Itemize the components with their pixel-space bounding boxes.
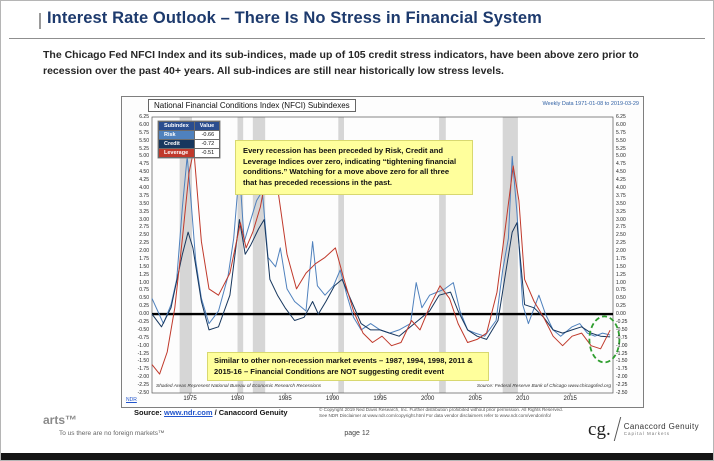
legend-series-value: -0.51 (193, 148, 221, 158)
source-suffix: / Canaccord Genuity (212, 408, 288, 417)
legend-series-name: Risk (158, 130, 195, 140)
page-number: page 12 (344, 430, 370, 437)
title-accent-bar (39, 13, 41, 29)
current-values-circle (588, 315, 621, 364)
bottom-bar (1, 453, 713, 460)
chart-title: National Financial Conditions Index (NFC… (148, 99, 356, 112)
copyright-line-1: © Copyright 2019 Ned Davis Research, Inc… (319, 407, 563, 412)
logo-company-name: Canaccord Genuity (623, 422, 699, 431)
slide-title: Interest Rate Outlook – There Is No Stre… (47, 9, 542, 27)
canaccord-genuity-logo: cg. Canaccord Genuity Capital Markets (588, 417, 699, 441)
legend-row-credit: Credit -0.72 (158, 139, 221, 149)
legend-series-value: -0.72 (193, 139, 221, 149)
legend-row-leverage: Leverage -0.51 (158, 148, 221, 158)
chart-plot-area (151, 116, 621, 396)
non-recession-events-callout: Similar to other non-recession market ev… (207, 352, 489, 382)
nfci-chart: National Financial Conditions Index (NFC… (121, 96, 644, 408)
recession-shading-note: Shaded Areas Represent National Bureau o… (156, 384, 322, 389)
legend-row-risk: Risk -0.66 (158, 130, 221, 140)
watermark-fragment: arts™ (43, 413, 78, 427)
source-line: Source: www.ndr.com / Canaccord Genuity (134, 408, 288, 417)
footer-tagline: To us there are no foreign markets™ (59, 430, 165, 437)
logo-cg-text: cg. (588, 418, 611, 440)
recession-band (338, 117, 344, 393)
chart-legend: Subindex Value Risk -0.66 Credit -0.72 Lever… (158, 121, 221, 158)
series-line-credit (151, 219, 611, 340)
legend-series-value: -0.66 (193, 130, 221, 140)
copyright-block: © Copyright 2019 Ned Davis Research, Inc… (319, 407, 641, 419)
slide-summary: The Chicago Fed NFCI Index and its sub-i… (43, 49, 639, 77)
copyright-line-2: See NDR Disclaimer at www.ndr.com/copyri… (319, 413, 552, 419)
recession-band (237, 117, 244, 393)
logo-subtext: Capital Markets (623, 431, 670, 436)
recession-band (439, 117, 446, 393)
recession-callout: Every recession has been preceded by Ris… (235, 140, 473, 195)
legend-series-name: Leverage (158, 148, 195, 158)
ndr-link[interactable]: www.ndr.com (164, 408, 213, 417)
logo-divider (613, 417, 621, 441)
ndr-mark: NDR (126, 397, 137, 403)
legend-header-value: Value (193, 121, 221, 131)
plot-frame (151, 116, 614, 394)
chart-date-range: Weekly Data 1971-01-08 to 2019-03-29 (542, 101, 639, 107)
source-label: Source: (134, 408, 165, 417)
recession-band (179, 117, 192, 393)
legend-series-name: Credit (158, 139, 195, 149)
title-divider (9, 38, 705, 39)
legend-header-subindex: Subindex (158, 121, 195, 131)
recession-band (502, 117, 518, 393)
series-line-leverage (151, 149, 611, 375)
chart-source-note: Source: Federal Reserve Bank of Chicago … (476, 384, 611, 389)
